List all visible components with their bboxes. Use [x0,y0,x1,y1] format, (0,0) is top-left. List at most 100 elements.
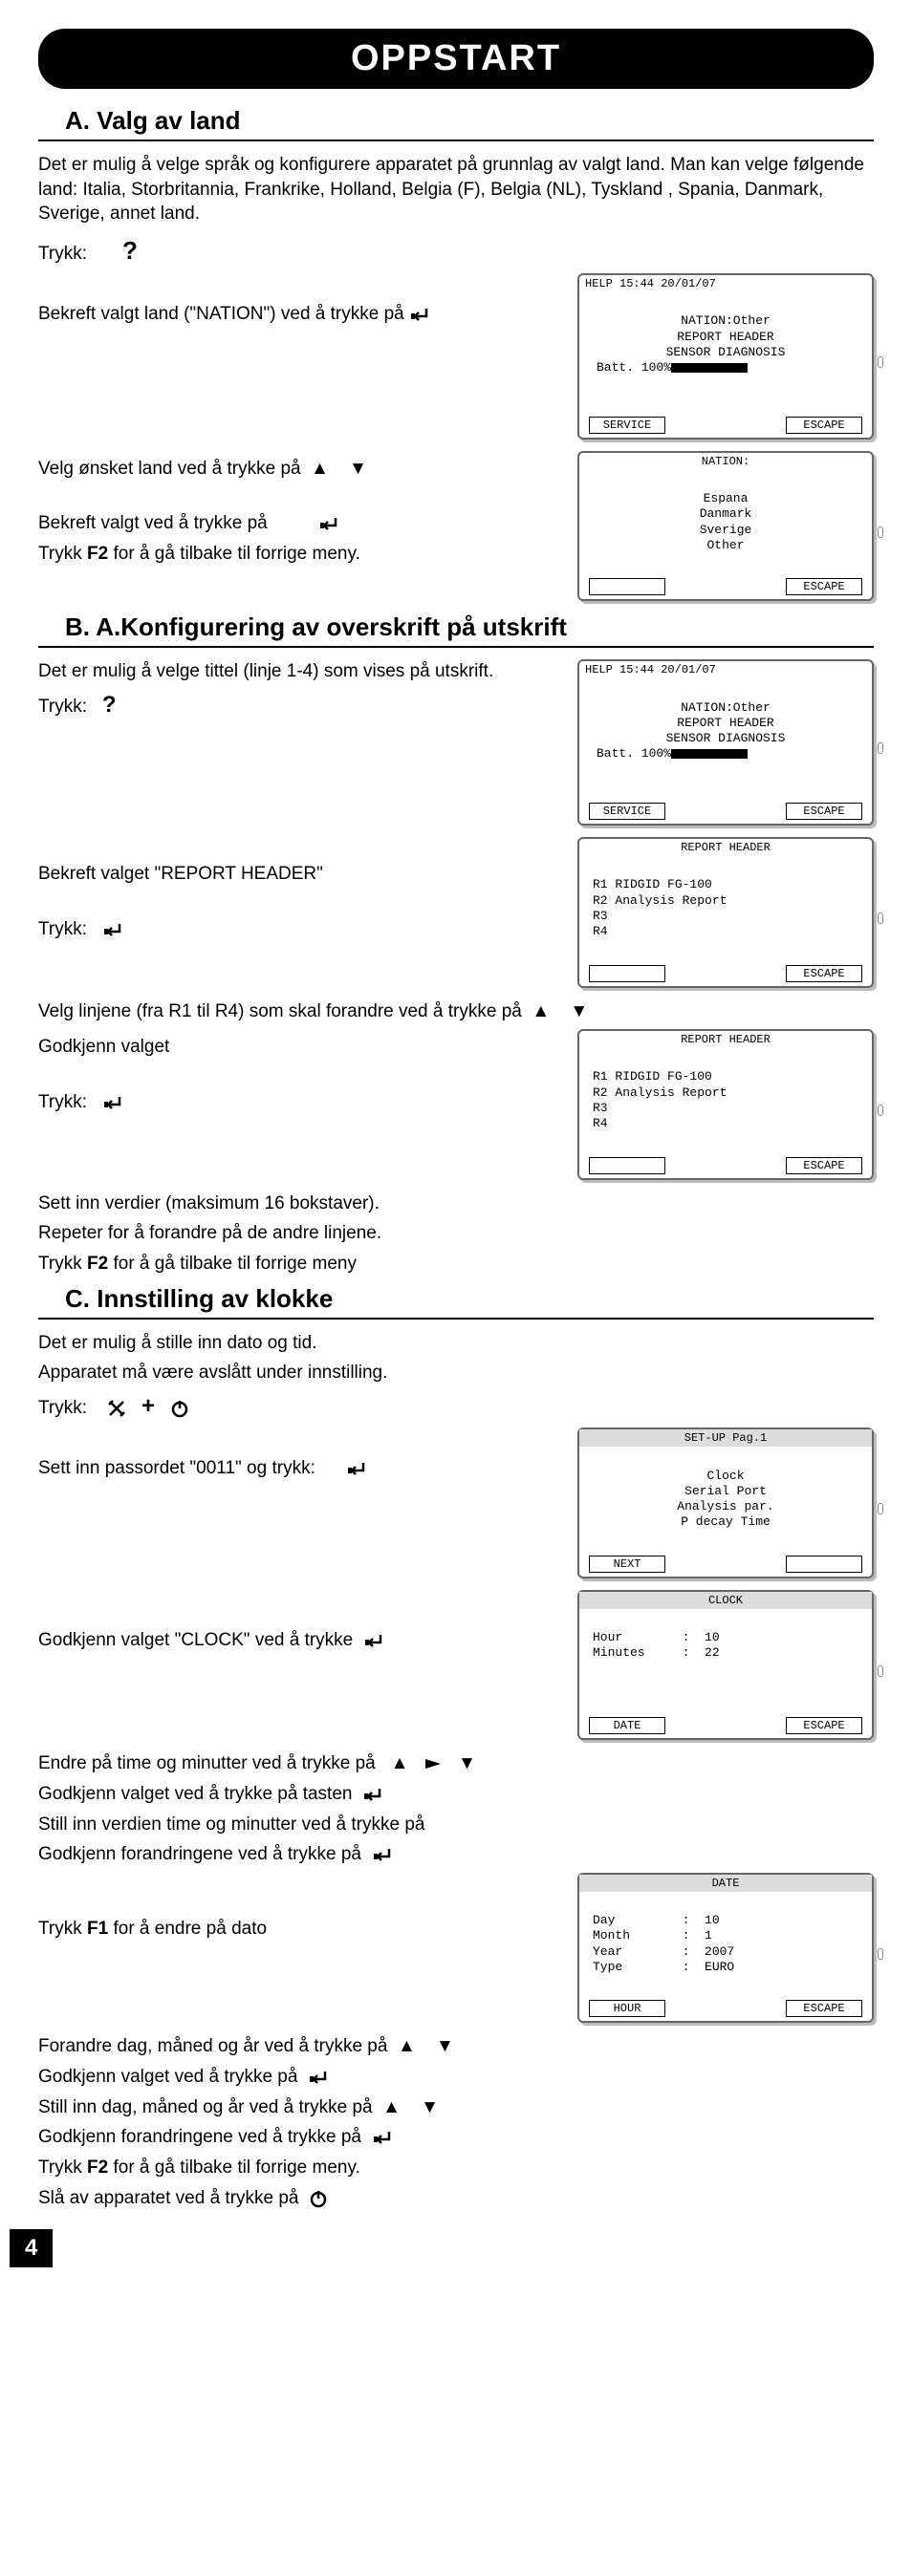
power-icon [170,1399,189,1418]
f2-post: for å gå tilbake til forrige meny. [108,2157,360,2178]
tools-icon [107,1399,126,1418]
enter-icon [409,307,430,322]
lcd-line: Batt. 100% [597,360,671,375]
battery-bar [671,363,748,373]
lcd-top: HELP 15:44 20/01/07 [579,275,872,292]
section-c-intro1: Det er mulig å stille inn dato og tid. [38,1331,874,1356]
enter-icon [102,922,123,937]
lcd-screen-a2: NATION: Espana Danmark Sverige Other ESC… [577,451,874,602]
rule [38,140,874,141]
lcd-screen-b1: HELP 15:44 20/01/07 NATION:Other REPORT … [577,659,874,826]
lcd-button-escape: ESCAPE [786,1717,862,1734]
question-icon: ? [122,236,138,265]
right-icon [423,1757,443,1771]
f2-pre: Trykk [38,1254,87,1274]
lcd-line: SENSOR DIAGNOSIS [666,731,786,745]
section-c-line8: Forandre dag, måned og år ved å trykke p… [38,2036,387,2056]
lcd-button-escape: ESCAPE [786,803,862,820]
down-icon: ▼ [570,1001,588,1021]
question-icon: ? [102,692,117,718]
lcd-screen-a1: HELP 15:44 20/01/07 NATION:Other REPORT … [577,273,874,440]
lcd-line: Danmark [700,506,752,521]
lcd-button-escape: ESCAPE [786,1157,862,1174]
lcd-line: Hour : 10 [593,1630,720,1644]
section-c-heading: C. Innstilling av klokke [65,1284,874,1314]
f1-post: for å endre på dato [108,1919,267,1939]
enter-icon [363,1633,384,1648]
lcd-screen-c2: CLOCK Hour : 10 Minutes : 22 DATE ESCAPE [577,1590,874,1741]
lcd-line: Type : EURO [593,1960,734,1974]
power-icon [309,2189,328,2208]
lcd-button-escape: ESCAPE [786,417,862,434]
side-notch [878,1105,883,1116]
press-label: Trykk: [38,919,87,939]
lcd-screen-b3: REPORT HEADER R1 RIDGID FG-100 R2 Analys… [577,1029,874,1180]
lcd-line: Month : 1 [593,1928,712,1943]
enter-icon [346,1461,367,1476]
lcd-screen-c3: DATE Day : 10 Month : 1 Year : 2007 Type… [577,1873,874,2024]
lcd-button-escape: ESCAPE [786,2000,862,2017]
section-b-line5: Repeter for å forandre på de andre linje… [38,1221,874,1246]
lcd-line: REPORT HEADER [677,330,773,344]
lcd-button-date: DATE [589,1717,665,1734]
press-label: Trykk: [38,1092,87,1112]
f1-key: F1 [87,1919,108,1939]
section-b-line1: Bekreft valget "REPORT HEADER" [38,862,558,887]
section-b-line2: Velg linjene (fra R1 til R4) som skal fo… [38,1001,522,1021]
enter-icon [308,2070,329,2085]
section-b-heading: B. A.Konfigurering av overskrift på utsk… [65,612,874,642]
lcd-line: SENSOR DIAGNOSIS [666,345,786,359]
lcd-line: REPORT HEADER [677,716,773,730]
lcd-line: R1 RIDGID FG-100 [593,877,712,891]
lcd-button-service: SERVICE [589,417,665,434]
section-c-line9: Godkjenn valget ved å trykke på [38,2067,297,2087]
f2-key: F2 [87,544,108,564]
press-label: Trykk: [38,1398,87,1418]
section-b-intro: Det er mulig å velge tittel (linje 1-4) … [38,659,558,684]
lcd-line: NATION:Other [681,313,771,328]
enter-icon [102,1095,123,1110]
lcd-screen-b2: REPORT HEADER R1 RIDGID FG-100 R2 Analys… [577,837,874,988]
side-notch [878,742,883,754]
lcd-button-service: SERVICE [589,803,665,820]
section-a-heading: A. Valg av land [65,106,874,136]
lcd-line: Day : 10 [593,1913,720,1927]
lcd-line: Analysis par. [677,1499,773,1513]
press-text: Trykk: [38,244,87,264]
section-c-line1: Sett inn passordet "0011" og trykk: [38,1458,315,1478]
section-a-line1: Bekreft valgt land ("NATION") ved å tryk… [38,304,404,324]
page-number: 4 [10,2229,53,2267]
lcd-top: HELP 15:44 20/01/07 [579,661,872,678]
down-icon: ▼ [436,2036,454,2056]
lcd-line: Year : 2007 [593,1944,734,1959]
section-c-line2: Godkjenn valget "CLOCK" ved å trykke [38,1630,353,1650]
lcd-line: Minutes : 22 [593,1645,720,1660]
section-a-intro: Det er mulig å velge språk og konfigurer… [38,153,874,226]
lcd-button-escape: ESCAPE [786,578,862,595]
lcd-line: R3 [593,1101,608,1115]
section-b-line4: Sett inn verdier (maksimum 16 bokstaver)… [38,1191,874,1216]
lcd-top: REPORT HEADER [579,839,872,856]
f2-pre: Trykk [38,544,87,564]
lcd-button-next: NEXT [589,1556,665,1573]
section-c-line4: Godkjenn valget ved å trykke på tasten [38,1784,352,1804]
battery-bar [671,749,748,759]
enter-icon [318,516,339,531]
down-icon: ▼ [458,1753,476,1773]
lcd-top: SET-UP Pag.1 [579,1429,872,1447]
down-icon: ▼ [349,459,367,479]
rule [38,1318,874,1320]
lcd-line: R3 [593,909,608,923]
lcd-line: R4 [593,1116,608,1130]
lcd-top: NATION: [579,453,872,470]
section-c-line13: Slå av apparatet ved å trykke på [38,2188,299,2208]
section-a-line3: Bekreft valgt ved å trykke på [38,513,268,533]
rule [38,646,874,648]
f2-pre: Trykk [38,2157,87,2178]
press-label: Trykk: ? [38,234,874,268]
up-icon: ▲ [398,2036,416,2056]
side-notch [878,1665,883,1677]
f2-key: F2 [87,2157,108,2178]
lcd-button-hour: HOUR [589,2000,665,2017]
section-c-line10: Still inn dag, måned og år ved å trykke … [38,2097,373,2117]
